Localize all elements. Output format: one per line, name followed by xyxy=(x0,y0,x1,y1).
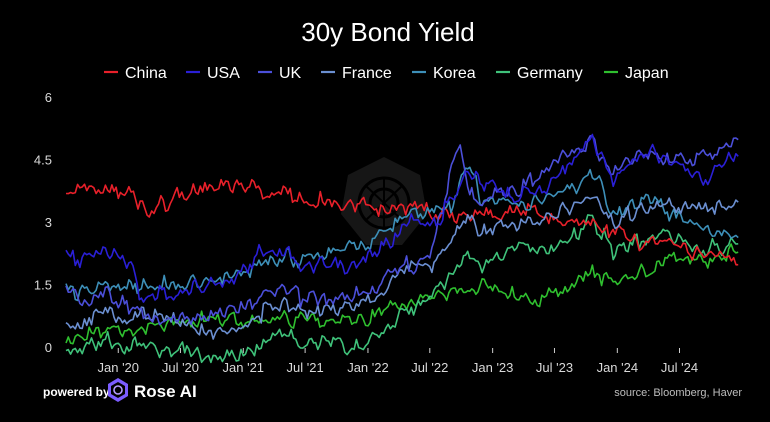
rose-ai-watermark-icon xyxy=(341,157,427,245)
legend-label-uk: UK xyxy=(279,65,302,82)
y-tick-label: 4.5 xyxy=(34,153,52,168)
series-line-usa xyxy=(65,133,739,303)
x-tick-label: Jul '22 xyxy=(411,360,448,375)
x-tick-label: Jan '24 xyxy=(597,360,639,375)
plot-area xyxy=(65,133,739,364)
x-tick-label: Jul '21 xyxy=(287,360,324,375)
x-tick-label: Jan '23 xyxy=(472,360,514,375)
x-tick-label: Jan '21 xyxy=(223,360,265,375)
source-note: source: Bloomberg, Haver xyxy=(614,387,742,399)
chart-legend: China USA UK France Korea Germany Japan xyxy=(104,65,669,82)
x-tick-label: Jan '22 xyxy=(347,360,389,375)
legend-label-korea: Korea xyxy=(433,65,476,82)
y-tick-label: 1.5 xyxy=(34,278,52,293)
x-axis: Jan '20 Jul '20 Jan '21 Jul '21 Jan '22 Jul '… xyxy=(98,348,698,375)
x-tick-label: Jul '23 xyxy=(536,360,573,375)
legend-label-germany: Germany xyxy=(517,65,583,82)
x-tick-label: Jul '24 xyxy=(661,360,698,375)
y-tick-label: 0 xyxy=(45,340,52,355)
series-line-germany xyxy=(65,214,739,364)
series-line-france xyxy=(65,196,739,340)
x-tick-label: Jul '20 xyxy=(162,360,199,375)
brand-name[interactable]: Rose AI xyxy=(134,382,197,401)
legend-label-japan: Japan xyxy=(625,65,669,82)
x-tick-label: Jan '20 xyxy=(98,360,140,375)
series-line-uk xyxy=(65,134,739,326)
chart-title: 30y Bond Yield xyxy=(301,17,474,47)
rose-ai-logo-icon[interactable] xyxy=(108,378,128,402)
legend-label-france: France xyxy=(342,65,392,82)
powered-by-label: powered by xyxy=(43,385,110,399)
series-line-korea xyxy=(65,166,739,302)
y-axis: 0 1.5 3 4.5 6 xyxy=(34,90,52,355)
legend-label-china: China xyxy=(125,65,167,82)
y-tick-label: 6 xyxy=(45,90,52,105)
series-line-japan xyxy=(65,243,739,345)
series-line-china xyxy=(65,178,739,266)
y-tick-label: 3 xyxy=(45,215,52,230)
legend-label-usa: USA xyxy=(207,65,240,82)
